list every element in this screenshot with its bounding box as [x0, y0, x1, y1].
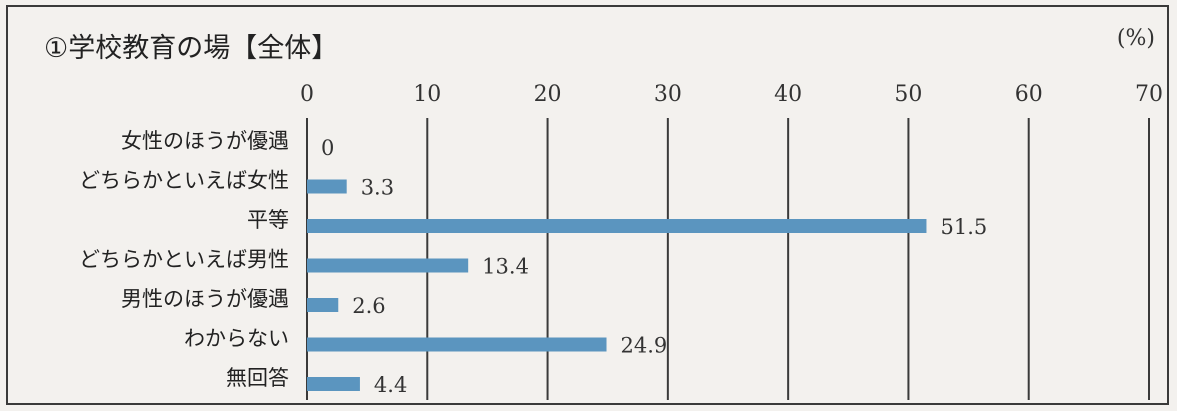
chart-frame: [6, 5, 1169, 405]
data-labels: 0 3.3 51.5 13.4 2.6 24.9 4.4: [321, 136, 987, 397]
bar: [307, 377, 360, 391]
unit-label: (%): [1116, 26, 1155, 51]
data-label: 2.6: [352, 294, 385, 318]
x-tick-label: 40: [774, 82, 802, 107]
category-labels: 女性のほうが優遇どちらかといえば女性平等どちらかといえば男性男性のほうが優遇わか…: [79, 129, 289, 390]
category-label: 平等: [247, 208, 289, 232]
bar: [307, 337, 607, 352]
category-label: どちらかといえば男性: [79, 248, 289, 272]
data-label: 0: [321, 136, 334, 160]
category-label: 女性のほうが優遇: [121, 129, 289, 153]
bar: [307, 258, 469, 273]
category-label: 男性のほうが優遇: [121, 287, 289, 311]
x-tick-label: 70: [1135, 82, 1163, 107]
x-tick-label: 10: [413, 82, 441, 107]
chart-title: ①学校教育の場【全体】: [44, 33, 339, 64]
x-tick-label: 60: [1015, 82, 1043, 107]
data-label: 51.5: [940, 215, 987, 239]
category-label: どちらかといえば女性: [79, 169, 289, 193]
bars: [307, 179, 927, 391]
data-label: 24.9: [621, 334, 668, 358]
category-label: 無回答: [226, 366, 289, 390]
data-label: 3.3: [361, 176, 394, 200]
bar: [307, 298, 339, 312]
x-tick-label: 0: [300, 82, 314, 107]
data-label: 4.4: [374, 373, 407, 397]
bar: [307, 179, 347, 194]
x-tick-label: 50: [894, 82, 922, 107]
x-tick-label: 20: [534, 82, 562, 107]
data-label: 13.4: [482, 255, 529, 279]
bar: [307, 219, 927, 233]
gridlines: [306, 118, 1150, 400]
category-label: わからない: [184, 327, 289, 351]
x-tick-label: 30: [654, 82, 682, 107]
x-tick-labels: 0 10 20 30 40 50 60 70: [300, 82, 1163, 107]
